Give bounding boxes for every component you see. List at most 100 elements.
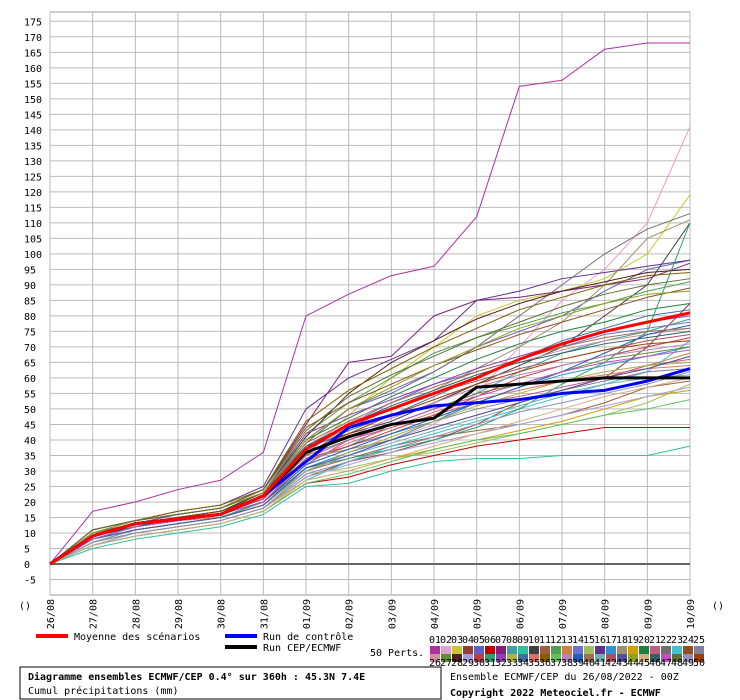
member-swatch xyxy=(540,654,550,662)
member-swatch xyxy=(441,646,451,654)
member-label: 42 xyxy=(605,658,617,669)
x-tick-label: 07/09 xyxy=(558,599,569,629)
member-swatch xyxy=(562,654,572,662)
member-swatch xyxy=(452,654,462,662)
member-swatch xyxy=(617,654,627,662)
x-axis-label-left: () xyxy=(19,601,31,612)
x-tick-label: 30/08 xyxy=(217,599,228,629)
member-label: 32 xyxy=(495,658,507,669)
y-tick-label: 0 xyxy=(24,560,30,571)
x-tick-label: 01/09 xyxy=(302,599,313,629)
member-swatch xyxy=(485,646,495,654)
member-label: 38 xyxy=(561,658,573,669)
member-label: 03 xyxy=(451,635,463,646)
y-tick-label: 110 xyxy=(24,219,42,230)
legend-label: Run de contrôle xyxy=(263,631,353,643)
y-tick-label: 70 xyxy=(24,343,36,354)
y-tick-label: 155 xyxy=(24,79,42,90)
member-swatch xyxy=(441,654,451,662)
y-tick-label: 120 xyxy=(24,188,42,199)
member-swatch xyxy=(672,646,682,654)
member-label: 37 xyxy=(550,658,562,669)
member-label: 25 xyxy=(693,635,705,646)
y-tick-label: 30 xyxy=(24,467,36,478)
member-swatch xyxy=(529,654,539,662)
y-tick-label: 40 xyxy=(24,436,36,447)
y-tick-label: 35 xyxy=(24,451,36,462)
member-label: 45 xyxy=(638,658,650,669)
series-line xyxy=(49,371,691,565)
y-tick-label: 100 xyxy=(24,250,42,261)
member-swatch xyxy=(606,654,616,662)
x-tick-label: 03/09 xyxy=(387,599,398,629)
legend-label: Moyenne des scénarios xyxy=(74,631,200,643)
series-line xyxy=(49,278,691,565)
member-label: 21 xyxy=(649,635,661,646)
x-tick-label: 06/09 xyxy=(515,599,526,629)
member-swatch xyxy=(661,646,671,654)
member-label: 05 xyxy=(473,635,485,646)
member-label: 43 xyxy=(616,658,628,669)
y-tick-label: 15 xyxy=(24,513,36,524)
member-label: 35 xyxy=(528,658,540,669)
member-swatch xyxy=(595,646,605,654)
series-line xyxy=(49,271,691,565)
y-tick-label: 135 xyxy=(24,141,42,152)
member-swatch xyxy=(650,646,660,654)
y-tick-label: 140 xyxy=(24,126,42,137)
member-swatch xyxy=(617,646,627,654)
y-tick-label: 75 xyxy=(24,327,36,338)
member-swatch xyxy=(694,646,704,654)
y-tick-label: 50 xyxy=(24,405,36,416)
y-tick-label: 80 xyxy=(24,312,36,323)
member-label: 04 xyxy=(462,635,474,646)
member-label: 27 xyxy=(440,658,452,669)
x-tick-label: 04/09 xyxy=(430,599,441,629)
member-swatch xyxy=(518,646,528,654)
labels: -5 0 5 10 15 20 25 30 35 40 45 50 55 60 65 70 75 80 85 90 95… xyxy=(24,17,697,629)
y-tick-label: 45 xyxy=(24,420,36,431)
member-swatch xyxy=(474,654,484,662)
y-tick-label: 160 xyxy=(24,64,42,75)
member-swatch xyxy=(694,654,704,662)
chart-subtitle: Cumul précipitations (mm) xyxy=(28,685,179,697)
member-swatch xyxy=(463,654,473,662)
member-swatch xyxy=(595,654,605,662)
member-swatch xyxy=(650,654,660,662)
member-label: 09 xyxy=(517,635,529,646)
x-tick-label: 29/08 xyxy=(174,599,185,629)
y-tick-label: 90 xyxy=(24,281,36,292)
member-label: 47 xyxy=(660,658,672,669)
member-swatch xyxy=(661,654,671,662)
run-info: Ensemble ECMWF/CEP du 26/08/2022 - 00Z xyxy=(450,672,679,683)
member-swatch xyxy=(672,654,682,662)
member-swatch xyxy=(639,654,649,662)
chart-title: Diagramme ensembles ECMWF/CEP 0.4° sur 3… xyxy=(28,671,365,683)
y-tick-label: 145 xyxy=(24,110,42,121)
member-label: 40 xyxy=(583,658,595,669)
y-tick-label: 25 xyxy=(24,482,36,493)
y-tick-label: 65 xyxy=(24,358,36,369)
y-tick-label: 150 xyxy=(24,95,42,106)
y-tick-label: 175 xyxy=(24,17,42,28)
member-label: 30 xyxy=(473,658,485,669)
member-swatch xyxy=(683,654,693,662)
y-tick-label: 165 xyxy=(24,48,42,59)
x-axis-label-right: () xyxy=(712,601,724,612)
title-box xyxy=(19,666,442,700)
y-tick-label: 125 xyxy=(24,172,42,183)
members-label: 50 Perts. xyxy=(370,648,424,659)
member-label: 12 xyxy=(550,635,562,646)
y-tick-label: 170 xyxy=(24,33,42,44)
y-tick-label: 60 xyxy=(24,374,36,385)
member-label: 33 xyxy=(506,658,518,669)
member-swatch xyxy=(529,646,539,654)
member-label: 11 xyxy=(539,635,551,646)
member-label: 49 xyxy=(682,658,694,669)
series-line xyxy=(49,445,691,565)
x-tick-label: 31/08 xyxy=(259,599,270,629)
member-label: 50 xyxy=(693,658,705,669)
member-swatch xyxy=(452,646,462,654)
x-tick-label: 08/09 xyxy=(601,599,612,629)
